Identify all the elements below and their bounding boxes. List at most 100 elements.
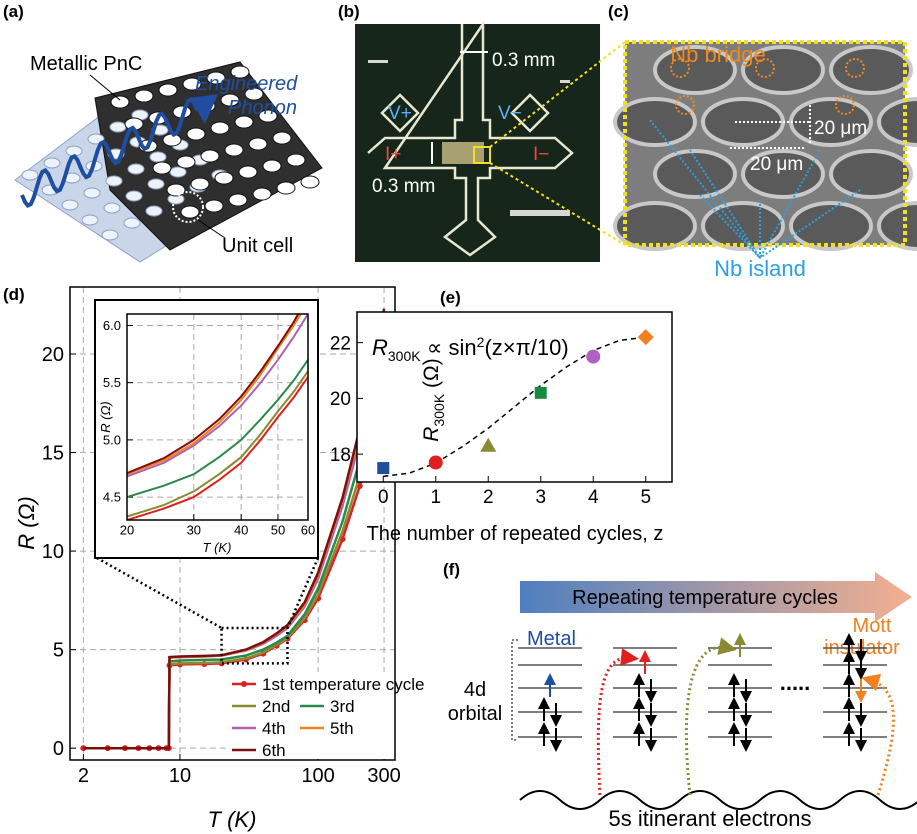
arrow-label: Repeating temperature cycles bbox=[572, 587, 838, 609]
annotation: Nb island bbox=[714, 256, 806, 281]
text: 300K bbox=[431, 393, 447, 426]
hole bbox=[191, 178, 209, 190]
probe-label: I− bbox=[533, 144, 549, 165]
x-tick-label: 60 bbox=[301, 522, 315, 537]
probe-label: I+ bbox=[385, 144, 401, 165]
probe-label: V+ bbox=[388, 103, 412, 124]
hole bbox=[153, 162, 171, 174]
text: 300K bbox=[388, 348, 421, 364]
x-tick-label: 30 bbox=[187, 522, 201, 537]
hole bbox=[110, 122, 126, 132]
x-tick-label: 40 bbox=[234, 522, 248, 537]
bracket bbox=[512, 640, 518, 740]
hole bbox=[225, 144, 243, 156]
legend-label: 4th bbox=[262, 719, 286, 738]
panel-f: (f) Repeating temperature cycles Metal M… bbox=[443, 560, 917, 831]
dimension-label: 20 μm bbox=[814, 118, 867, 139]
y-tick-label: 22 bbox=[330, 333, 351, 354]
hole bbox=[187, 128, 205, 140]
hole bbox=[82, 215, 98, 225]
y-tick-label: 4.5 bbox=[103, 490, 121, 505]
hole bbox=[211, 122, 229, 134]
y-axis-label: R (Ω) bbox=[14, 496, 39, 549]
x-axis-label: T (K) bbox=[203, 540, 232, 555]
sample bbox=[442, 142, 484, 164]
hole bbox=[62, 200, 78, 210]
x-tick-label: 1 bbox=[430, 487, 441, 508]
hole bbox=[106, 176, 122, 186]
x-tick-label: 2 bbox=[78, 765, 89, 787]
text: (z×π/10) bbox=[484, 335, 568, 360]
hole bbox=[159, 84, 177, 96]
orbital-label: orbital bbox=[448, 703, 502, 725]
hole bbox=[84, 188, 100, 198]
dimension-label: 20 μm bbox=[750, 154, 803, 175]
island bbox=[791, 203, 871, 249]
legend-label: 2nd bbox=[262, 697, 290, 716]
hole bbox=[301, 176, 319, 188]
y-tick-label: 6.0 bbox=[103, 318, 121, 333]
orbital-label: 4d bbox=[464, 679, 486, 701]
x-tick-label: 4 bbox=[588, 487, 599, 508]
speck bbox=[368, 60, 388, 63]
hole bbox=[181, 206, 199, 218]
hole bbox=[170, 167, 186, 177]
legend-marker bbox=[241, 681, 247, 687]
legend-label: 6th bbox=[262, 741, 286, 760]
y-tick-label: 20 bbox=[42, 344, 64, 366]
annotation: Metallic PnC bbox=[30, 53, 142, 75]
panel-label: (b) bbox=[338, 2, 360, 21]
y-tick-label: 5 bbox=[53, 640, 64, 662]
bath-label: 5s itinerant electrons bbox=[609, 806, 812, 831]
annotation: Engineered bbox=[195, 73, 298, 95]
x-axis-label: The number of repeated cycles, z bbox=[367, 523, 664, 545]
x-tick-label: 10 bbox=[169, 765, 191, 787]
y-tick-label: 20 bbox=[330, 389, 351, 410]
plot: 4.55.05.56.02030405060 bbox=[103, 297, 315, 538]
state-label: Metal bbox=[527, 628, 576, 650]
hole bbox=[167, 184, 185, 196]
hole bbox=[253, 188, 271, 200]
hole bbox=[205, 200, 223, 212]
text: ∝ sin bbox=[421, 335, 477, 360]
y-tick-label: 5.5 bbox=[103, 375, 121, 390]
y-tick-label: 5.0 bbox=[103, 432, 121, 447]
hole bbox=[124, 218, 140, 228]
hole bbox=[263, 160, 281, 172]
x-tick-label: 5 bbox=[640, 487, 651, 508]
ellipsis: ..... bbox=[780, 670, 811, 695]
hole bbox=[146, 206, 162, 216]
island bbox=[831, 47, 911, 93]
hole bbox=[287, 154, 305, 166]
charts: 05101520210100300T (K)R (Ω)1st temperatu… bbox=[14, 287, 672, 832]
speck bbox=[560, 80, 570, 83]
point bbox=[586, 350, 600, 364]
annotation: Nb bridge bbox=[670, 42, 765, 67]
annotation: Unit cell bbox=[222, 235, 293, 257]
legend-label: 5th bbox=[330, 719, 354, 738]
y-tick-label: 10 bbox=[42, 541, 64, 563]
state-label: Mott bbox=[853, 615, 892, 637]
hole bbox=[177, 156, 195, 168]
x-tick-label: 0 bbox=[378, 487, 389, 508]
hole bbox=[128, 164, 144, 174]
hole bbox=[277, 182, 295, 194]
panel-label: (c) bbox=[608, 2, 629, 21]
text: R bbox=[420, 427, 443, 442]
hole bbox=[44, 158, 60, 168]
panel-label: (a) bbox=[3, 2, 24, 21]
hole bbox=[163, 134, 181, 146]
x-axis-label: T (K) bbox=[208, 807, 257, 832]
y-axis-label: R (Ω) bbox=[98, 401, 113, 433]
hole bbox=[102, 230, 118, 240]
panel-a: (a) Metallic PnCEngineeredPhononUnit cel… bbox=[3, 2, 322, 262]
x-tick-label: 300 bbox=[367, 765, 400, 787]
hole bbox=[104, 203, 120, 213]
point bbox=[429, 455, 443, 469]
legend-label: 3rd bbox=[330, 697, 355, 716]
text: 2 bbox=[477, 334, 485, 350]
transfer-arrow bbox=[598, 658, 630, 795]
x-tick-label: 50 bbox=[271, 522, 285, 537]
x-tick-label: 2 bbox=[483, 487, 494, 508]
hole bbox=[273, 132, 291, 144]
